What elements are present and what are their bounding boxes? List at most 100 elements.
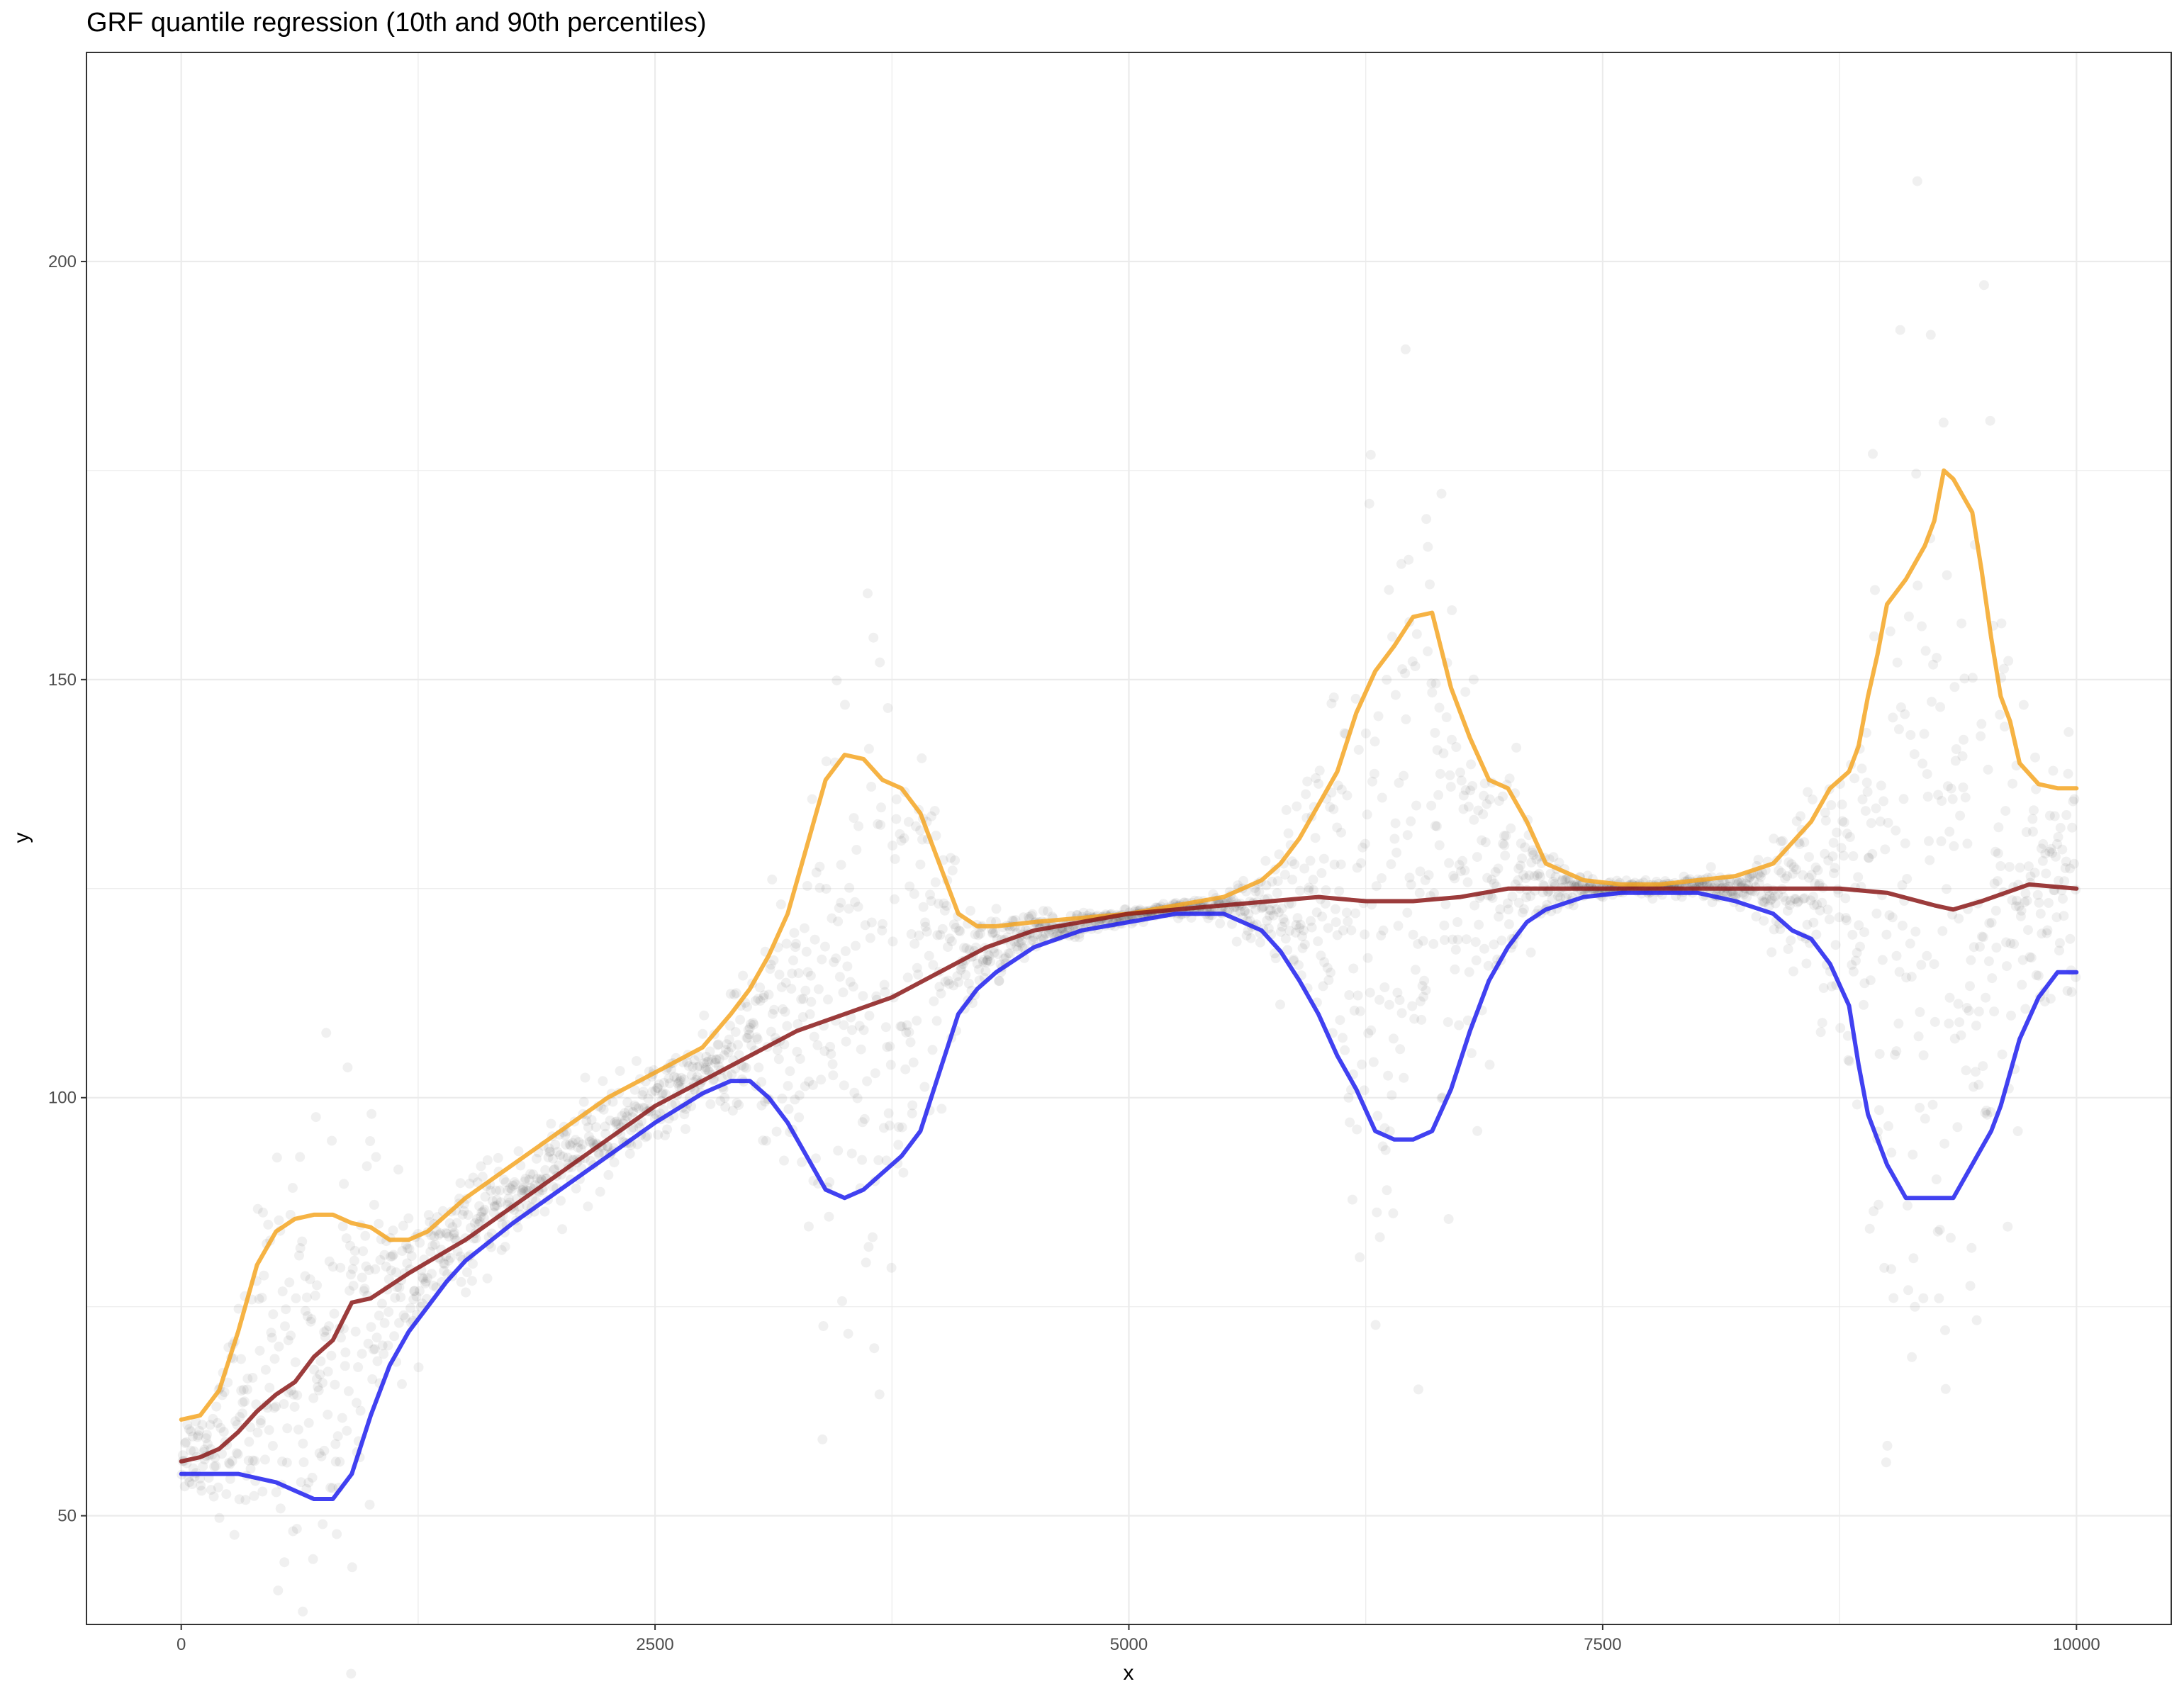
scatter-point	[548, 1181, 559, 1192]
scatter-point	[383, 1340, 393, 1351]
scatter-point	[1372, 1207, 1382, 1218]
scatter-point	[1933, 790, 1944, 800]
scatter-point	[488, 1208, 499, 1218]
scatter-point	[934, 982, 945, 992]
scatter-point	[236, 1354, 246, 1364]
scatter-point	[225, 1459, 235, 1469]
scatter-point	[1959, 673, 1970, 684]
scatter-point	[550, 1140, 561, 1150]
scatter-point	[315, 1356, 326, 1366]
scatter-point	[2044, 898, 2054, 908]
x-tick-label: 7500	[1584, 1635, 1621, 1654]
scatter-point	[1882, 1440, 1893, 1451]
scatter-point	[1905, 730, 1916, 740]
scatter-point	[1426, 678, 1437, 689]
scatter-point	[948, 980, 959, 991]
scatter-point	[263, 1219, 274, 1230]
scatter-point	[1925, 855, 1935, 865]
scatter-point	[689, 1055, 700, 1065]
scatter-point	[1464, 967, 1474, 977]
scatter-point	[306, 1314, 317, 1325]
scatter-point	[510, 1179, 521, 1190]
scatter-point	[883, 1108, 894, 1118]
scatter-point	[885, 1121, 895, 1131]
scatter-point	[396, 1292, 406, 1303]
scatter-point	[509, 1177, 520, 1187]
scatter-point	[1930, 1016, 1940, 1027]
scatter-point	[417, 1298, 427, 1309]
scatter-point	[398, 1220, 408, 1231]
scatter-point	[1843, 1055, 1854, 1065]
scatter-point	[366, 1322, 376, 1332]
scatter-point	[694, 1061, 705, 1072]
scatter-point	[2003, 656, 2014, 666]
scatter-point	[1328, 692, 1339, 702]
scatter-point	[554, 1160, 564, 1171]
scatter-point	[699, 1010, 710, 1021]
scatter-point	[1920, 646, 1931, 656]
scatter-point	[673, 1077, 684, 1087]
scatter-point	[1277, 903, 1287, 914]
scatter-point	[812, 1040, 823, 1050]
scatter-point	[1909, 749, 1920, 760]
scatter-point	[2038, 838, 2049, 849]
scatter-point	[1766, 947, 1777, 958]
scatter-point	[566, 1140, 576, 1151]
scatter-point	[2025, 952, 2035, 962]
scatter-point	[686, 1070, 697, 1080]
scatter-point	[1316, 868, 1327, 878]
scatter-point	[1973, 1006, 1984, 1017]
scatter-point	[1783, 944, 1793, 955]
scatter-point	[2047, 848, 2058, 858]
scatter-point	[873, 1155, 884, 1165]
scatter-point	[326, 1350, 337, 1361]
scatter-point	[1418, 992, 1429, 1002]
scatter-point	[543, 1152, 554, 1163]
scatter-point	[330, 1456, 341, 1467]
scatter-point	[1440, 899, 1451, 909]
scatter-point	[1419, 975, 1430, 986]
scatter-point	[1866, 818, 1876, 829]
scatter-point	[1413, 1384, 1423, 1395]
scatter-point	[549, 1164, 559, 1175]
scatter-point	[576, 1144, 586, 1155]
scatter-point	[931, 1016, 942, 1026]
scatter-point	[188, 1463, 198, 1473]
scatter-point	[1991, 943, 2002, 953]
scatter-point	[1370, 1320, 1381, 1330]
scatter-point	[1971, 1067, 1981, 1077]
scatter-point	[369, 1344, 380, 1354]
scatter-point	[800, 985, 811, 996]
scatter-point	[1498, 791, 1508, 802]
scatter-point	[1849, 773, 1860, 784]
scatter-point	[1280, 933, 1291, 944]
scatter-point	[961, 943, 972, 953]
scatter-point	[631, 1056, 642, 1066]
scatter-point	[1884, 910, 1895, 921]
scatter-point	[1493, 863, 1503, 874]
scatter-point	[1250, 887, 1261, 897]
scatter-point	[300, 1306, 310, 1316]
scatter-point	[476, 1161, 486, 1172]
scatter-point	[1400, 344, 1411, 354]
scatter-point	[1436, 488, 1447, 499]
scatter-point	[1789, 894, 1800, 904]
scatter-point	[2026, 953, 2037, 963]
scatter-point	[821, 756, 831, 767]
scatter-point	[1782, 906, 1793, 916]
scatter-point	[1349, 1005, 1360, 1016]
scatter-point	[1386, 859, 1396, 870]
scatter-point	[224, 1458, 234, 1468]
scatter-point	[386, 1265, 396, 1276]
scatter-point	[1352, 1124, 1362, 1135]
scatter-point	[184, 1424, 194, 1435]
scatter-point	[1462, 877, 1473, 887]
scatter-point	[1973, 1079, 1984, 1090]
scatter-point	[1308, 875, 1318, 885]
scatter-point	[1450, 873, 1460, 884]
scatter-point	[1950, 756, 1961, 766]
scatter-point	[332, 1431, 343, 1442]
scatter-point	[773, 1054, 784, 1065]
scatter-point	[1295, 919, 1306, 930]
scatter-point	[2031, 970, 2042, 980]
